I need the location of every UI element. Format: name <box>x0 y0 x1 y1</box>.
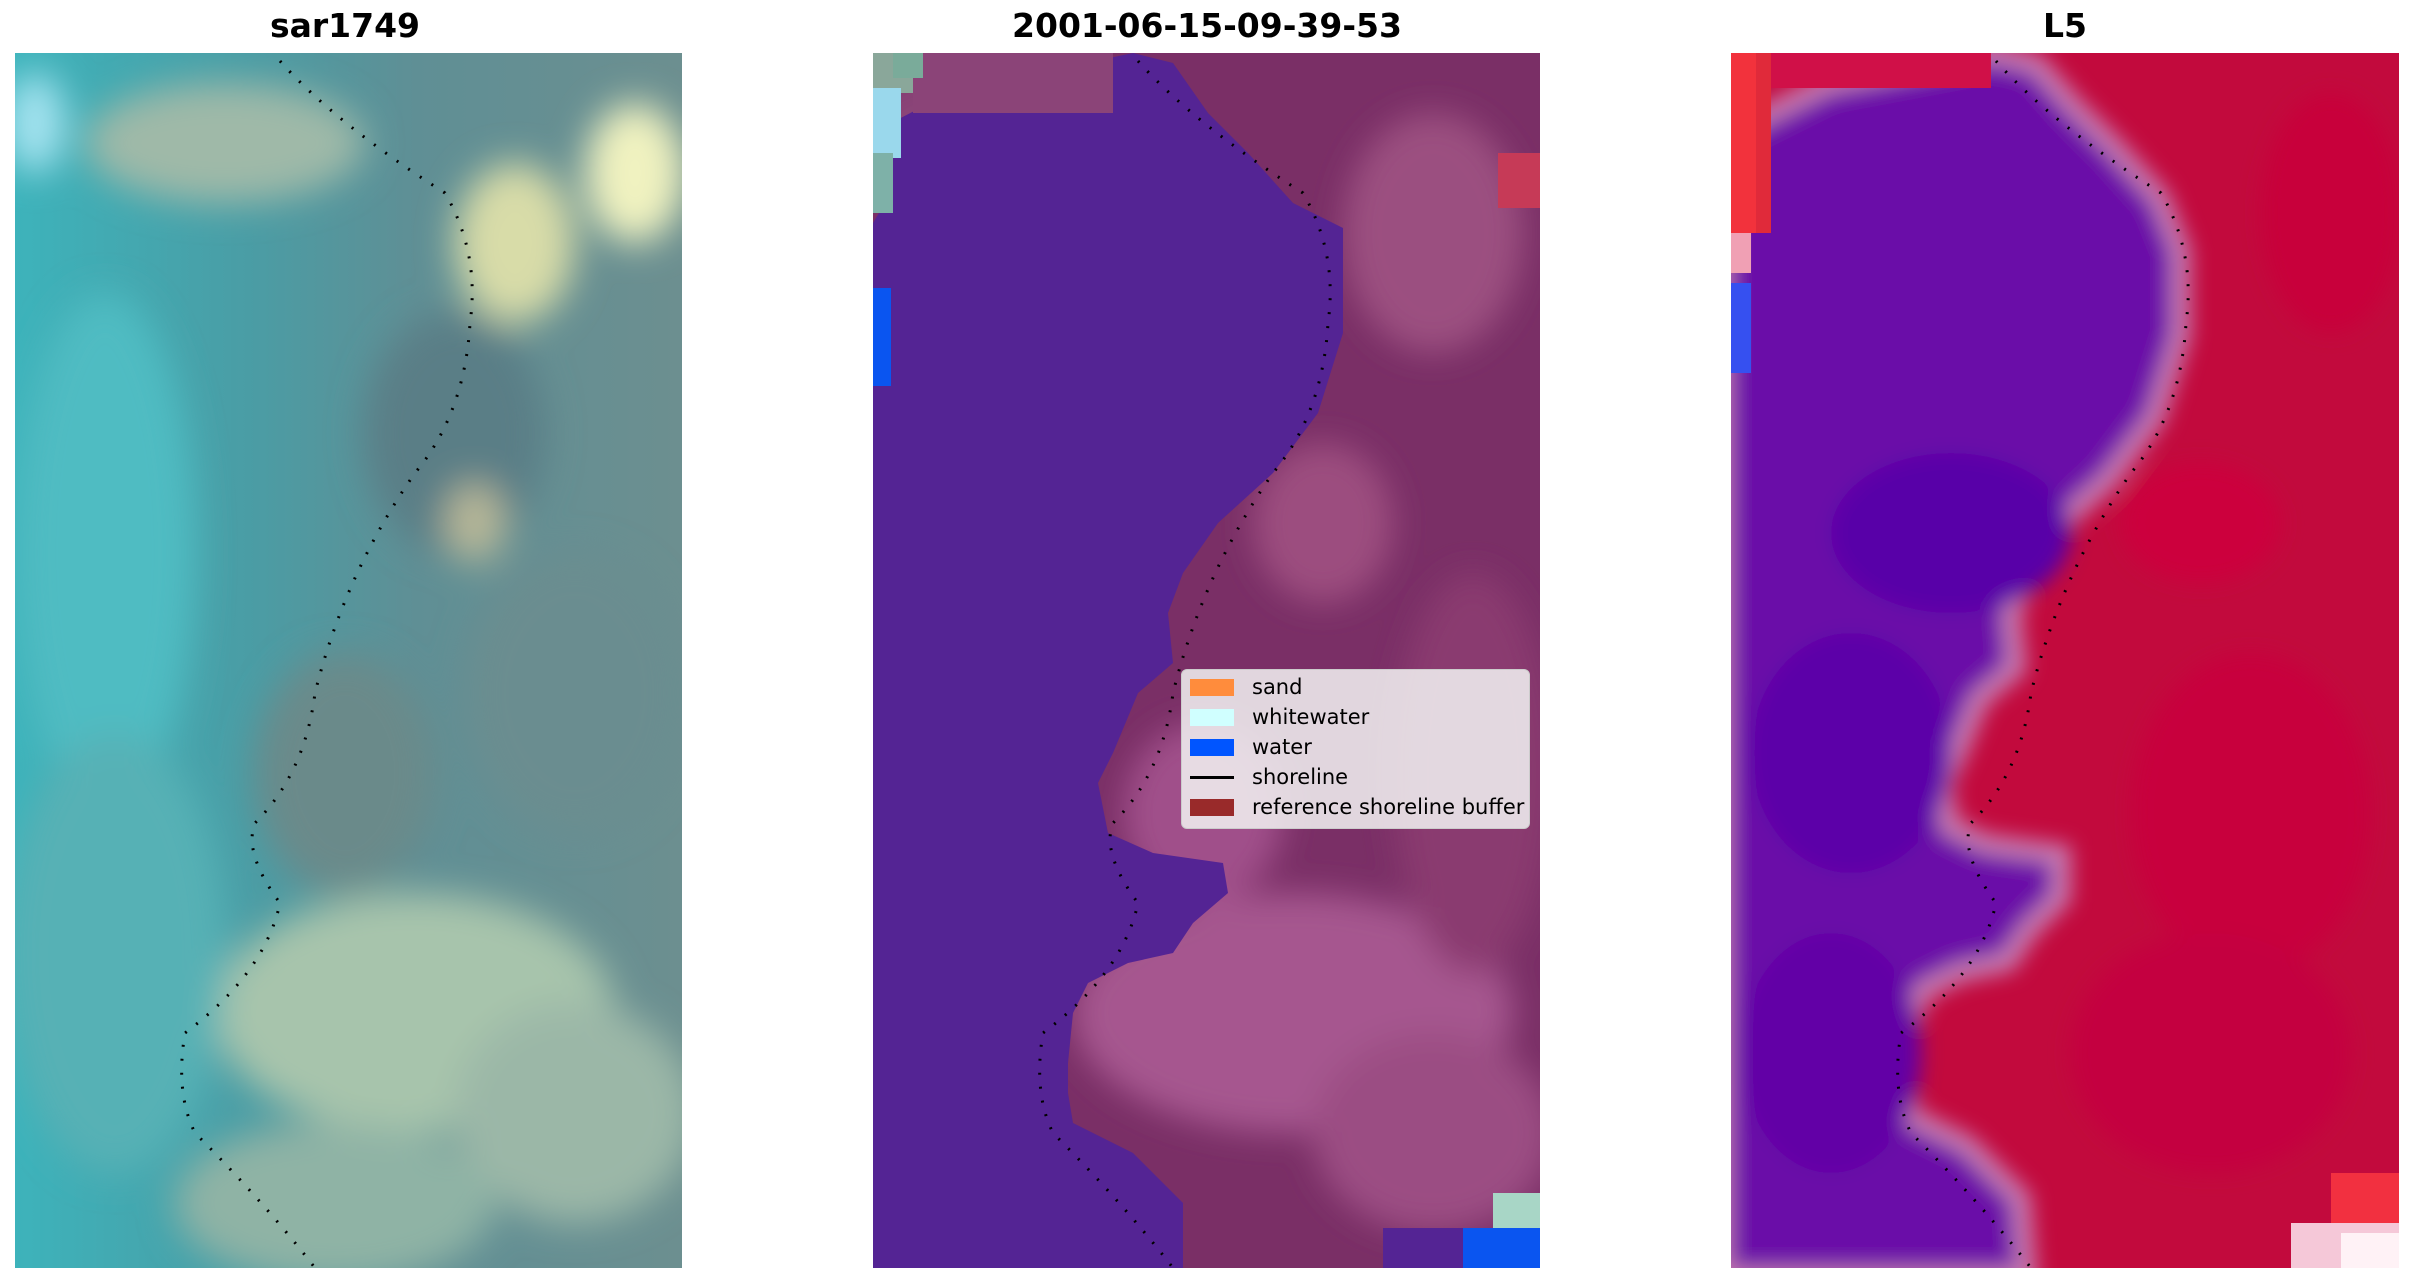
legend-item-whitewater: whitewater <box>1190 702 1369 732</box>
legend-label-whitewater: whitewater <box>1252 705 1370 729</box>
sand-swatch <box>1190 678 1234 696</box>
legend-item-water: water <box>1190 732 1312 762</box>
water-swatch <box>1190 738 1234 756</box>
rgb-image <box>15 53 682 1268</box>
legend-label-reference-buffer: reference shoreline buffer <box>1252 795 1525 819</box>
panel-title-l5: L5 <box>2043 6 2087 45</box>
classified-image <box>873 53 1540 1268</box>
rgb-image-panel <box>15 53 682 1268</box>
index-image-panel <box>1731 53 2399 1268</box>
legend: sand whitewater water shoreline referenc… <box>1181 669 1530 829</box>
whitewater-swatch <box>1190 708 1234 726</box>
shoreline-line-swatch <box>1190 775 1234 779</box>
classified-image-panel <box>873 53 1540 1268</box>
legend-item-sand: sand <box>1190 672 1302 702</box>
legend-label-sand: sand <box>1252 675 1303 699</box>
reference-buffer-swatch <box>1190 798 1234 816</box>
legend-item-reference-buffer: reference shoreline buffer <box>1190 792 1524 822</box>
index-image <box>1731 53 2399 1268</box>
legend-item-shoreline: shoreline <box>1190 762 1348 792</box>
panel-title-date: 2001-06-15-09-39-53 <box>1012 6 1402 45</box>
legend-label-water: water <box>1252 735 1312 759</box>
panel-title-sar: sar1749 <box>269 6 421 45</box>
legend-label-shoreline: shoreline <box>1252 765 1349 789</box>
